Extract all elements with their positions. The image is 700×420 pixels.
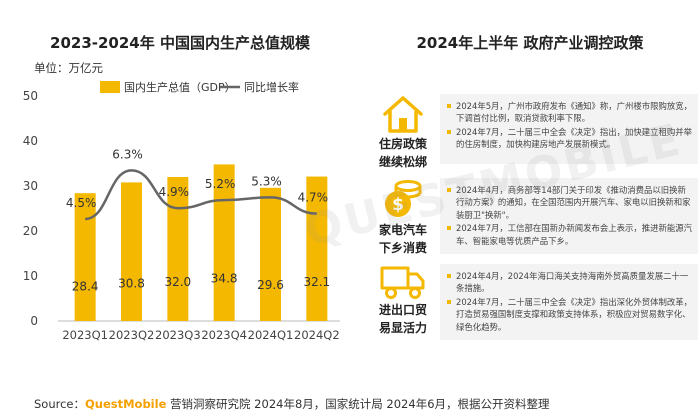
y-tick-label: 30 [23, 179, 38, 193]
truck-icon [380, 266, 425, 299]
x-tick-label: 2024Q1 [248, 328, 294, 342]
y-tick-label: 40 [23, 134, 38, 148]
bar [260, 187, 281, 321]
growth-rate-label: 4.5% [66, 196, 97, 210]
growth-rate-label: 4.7% [298, 191, 329, 205]
policy-text-box: 2024年5月，广州市政府发布《通知》称，广州楼市限购放宽，下调首付比例，取消贷… [440, 94, 698, 164]
policy-text-box: 2024年4月，商务部等14部门关于印发《推动消费品以旧换新行动方案》的通知，在… [440, 178, 698, 254]
bar-value-label: 32.0 [164, 275, 191, 289]
growth-rate-label: 5.3% [251, 174, 282, 188]
bar-value-label: 29.6 [257, 278, 284, 292]
bar-value-label: 30.8 [118, 277, 145, 291]
policy-label-line2: 下乡消费 [378, 241, 427, 255]
svg-text:$: $ [392, 195, 404, 215]
chart-title: 2023-2024年 中国国内生产总值规模 [50, 34, 310, 52]
unit-label: 单位：万亿元 [34, 61, 103, 75]
source-prefix: Source： [34, 397, 85, 411]
policy-label-line2: 易显活力 [378, 321, 427, 335]
policy-label-line1: 住房政策 [378, 137, 427, 151]
policy-text: 2024年7月，二十届三中全会《决定》指出深化外贸体制改革，打造贸易强国制度支撑… [446, 296, 692, 333]
bar-value-label: 34.8 [211, 272, 238, 286]
bar [213, 164, 235, 321]
policy-text: 2024年7月，二十届三中全会《决定》指出，加快建立租购并举的住房制度，加快构建… [446, 126, 692, 151]
x-tick-label: 2023Q2 [109, 328, 155, 342]
policy-icon-box: 住房政策 继续松绑 [368, 94, 438, 170]
legend-bar-swatch [100, 81, 120, 93]
policy-text: 2024年4月，商务部等14部门关于印发《推动消费品以旧换新行动方案》的通知，在… [446, 184, 692, 221]
bar [74, 193, 96, 321]
policy-label-line1: 家电汽车 [378, 223, 427, 237]
policy-icon-box: 进出口贸 易显活力 [368, 264, 438, 336]
y-tick-label: 0 [30, 314, 38, 328]
policy-title: 2024年上半年 政府产业调控政策 [416, 34, 644, 52]
source-rest: 营销洞察研究院 2024年8月，国家统计局 2024年6月，根据公开资料整理 [166, 397, 550, 411]
bar-value-label: 28.4 [72, 279, 99, 293]
y-tick-label: 50 [23, 89, 38, 103]
policy-panel: 2024年上半年 政府产业调控政策 住房政策 继续松绑 2024年5月，广州市政… [360, 0, 700, 385]
coins-icon: $ [385, 180, 422, 217]
growth-line [84, 169, 317, 221]
policy-label-line1: 进出口贸 [378, 303, 427, 317]
policy-text: 2024年5月，广州市政府发布《通知》称，广州楼市限购放宽，下调首付比例，取消贷… [446, 100, 692, 125]
growth-rate-label: 5.2% [205, 177, 236, 191]
x-tick-label: 2023Q3 [155, 328, 201, 342]
bar [121, 182, 142, 321]
y-tick-label: 10 [23, 269, 38, 283]
source-line: Source：QuestMobile 营销洞察研究院 2024年8月，国家统计局… [34, 396, 550, 412]
house-icon [383, 96, 423, 133]
x-tick-label: 2023Q4 [201, 328, 247, 342]
legend-line-label: 同比增长率 [244, 80, 299, 94]
growth-rate-label: 4.9% [159, 185, 190, 199]
gdp-chart-panel: 2023-2024年 中国国内生产总值规模 单位：万亿元国内生产总值（GDP） 同… [0, 0, 360, 385]
bar-value-label: 32.1 [303, 275, 330, 289]
legend-bar-label: 国内生产总值（GDP） [124, 80, 236, 94]
y-tick-label: 20 [23, 224, 38, 238]
policy-text: 2024年7月，工信部在国新办新闻发布会上表示，推进新能源汽车、智能家电等优质产… [446, 222, 692, 247]
policy-text: 2024年4月，2024年海口海关支持海南外贸高质量发展二十一条措施。 [446, 270, 692, 295]
growth-rate-label: 6.3% [112, 147, 143, 161]
source-brand: QuestMobile [85, 397, 167, 411]
policy-label-line2: 继续松绑 [378, 155, 427, 169]
x-tick-label: 2023Q1 [62, 328, 108, 342]
policy-text-box: 2024年4月，2024年海口海关支持海南外贸高质量发展二十一条措施。 2024… [440, 264, 698, 340]
bar [167, 177, 189, 321]
policy-icon-box: $ 家电汽车 下乡消费 [368, 178, 438, 256]
x-tick-label: 2024Q2 [294, 328, 340, 342]
